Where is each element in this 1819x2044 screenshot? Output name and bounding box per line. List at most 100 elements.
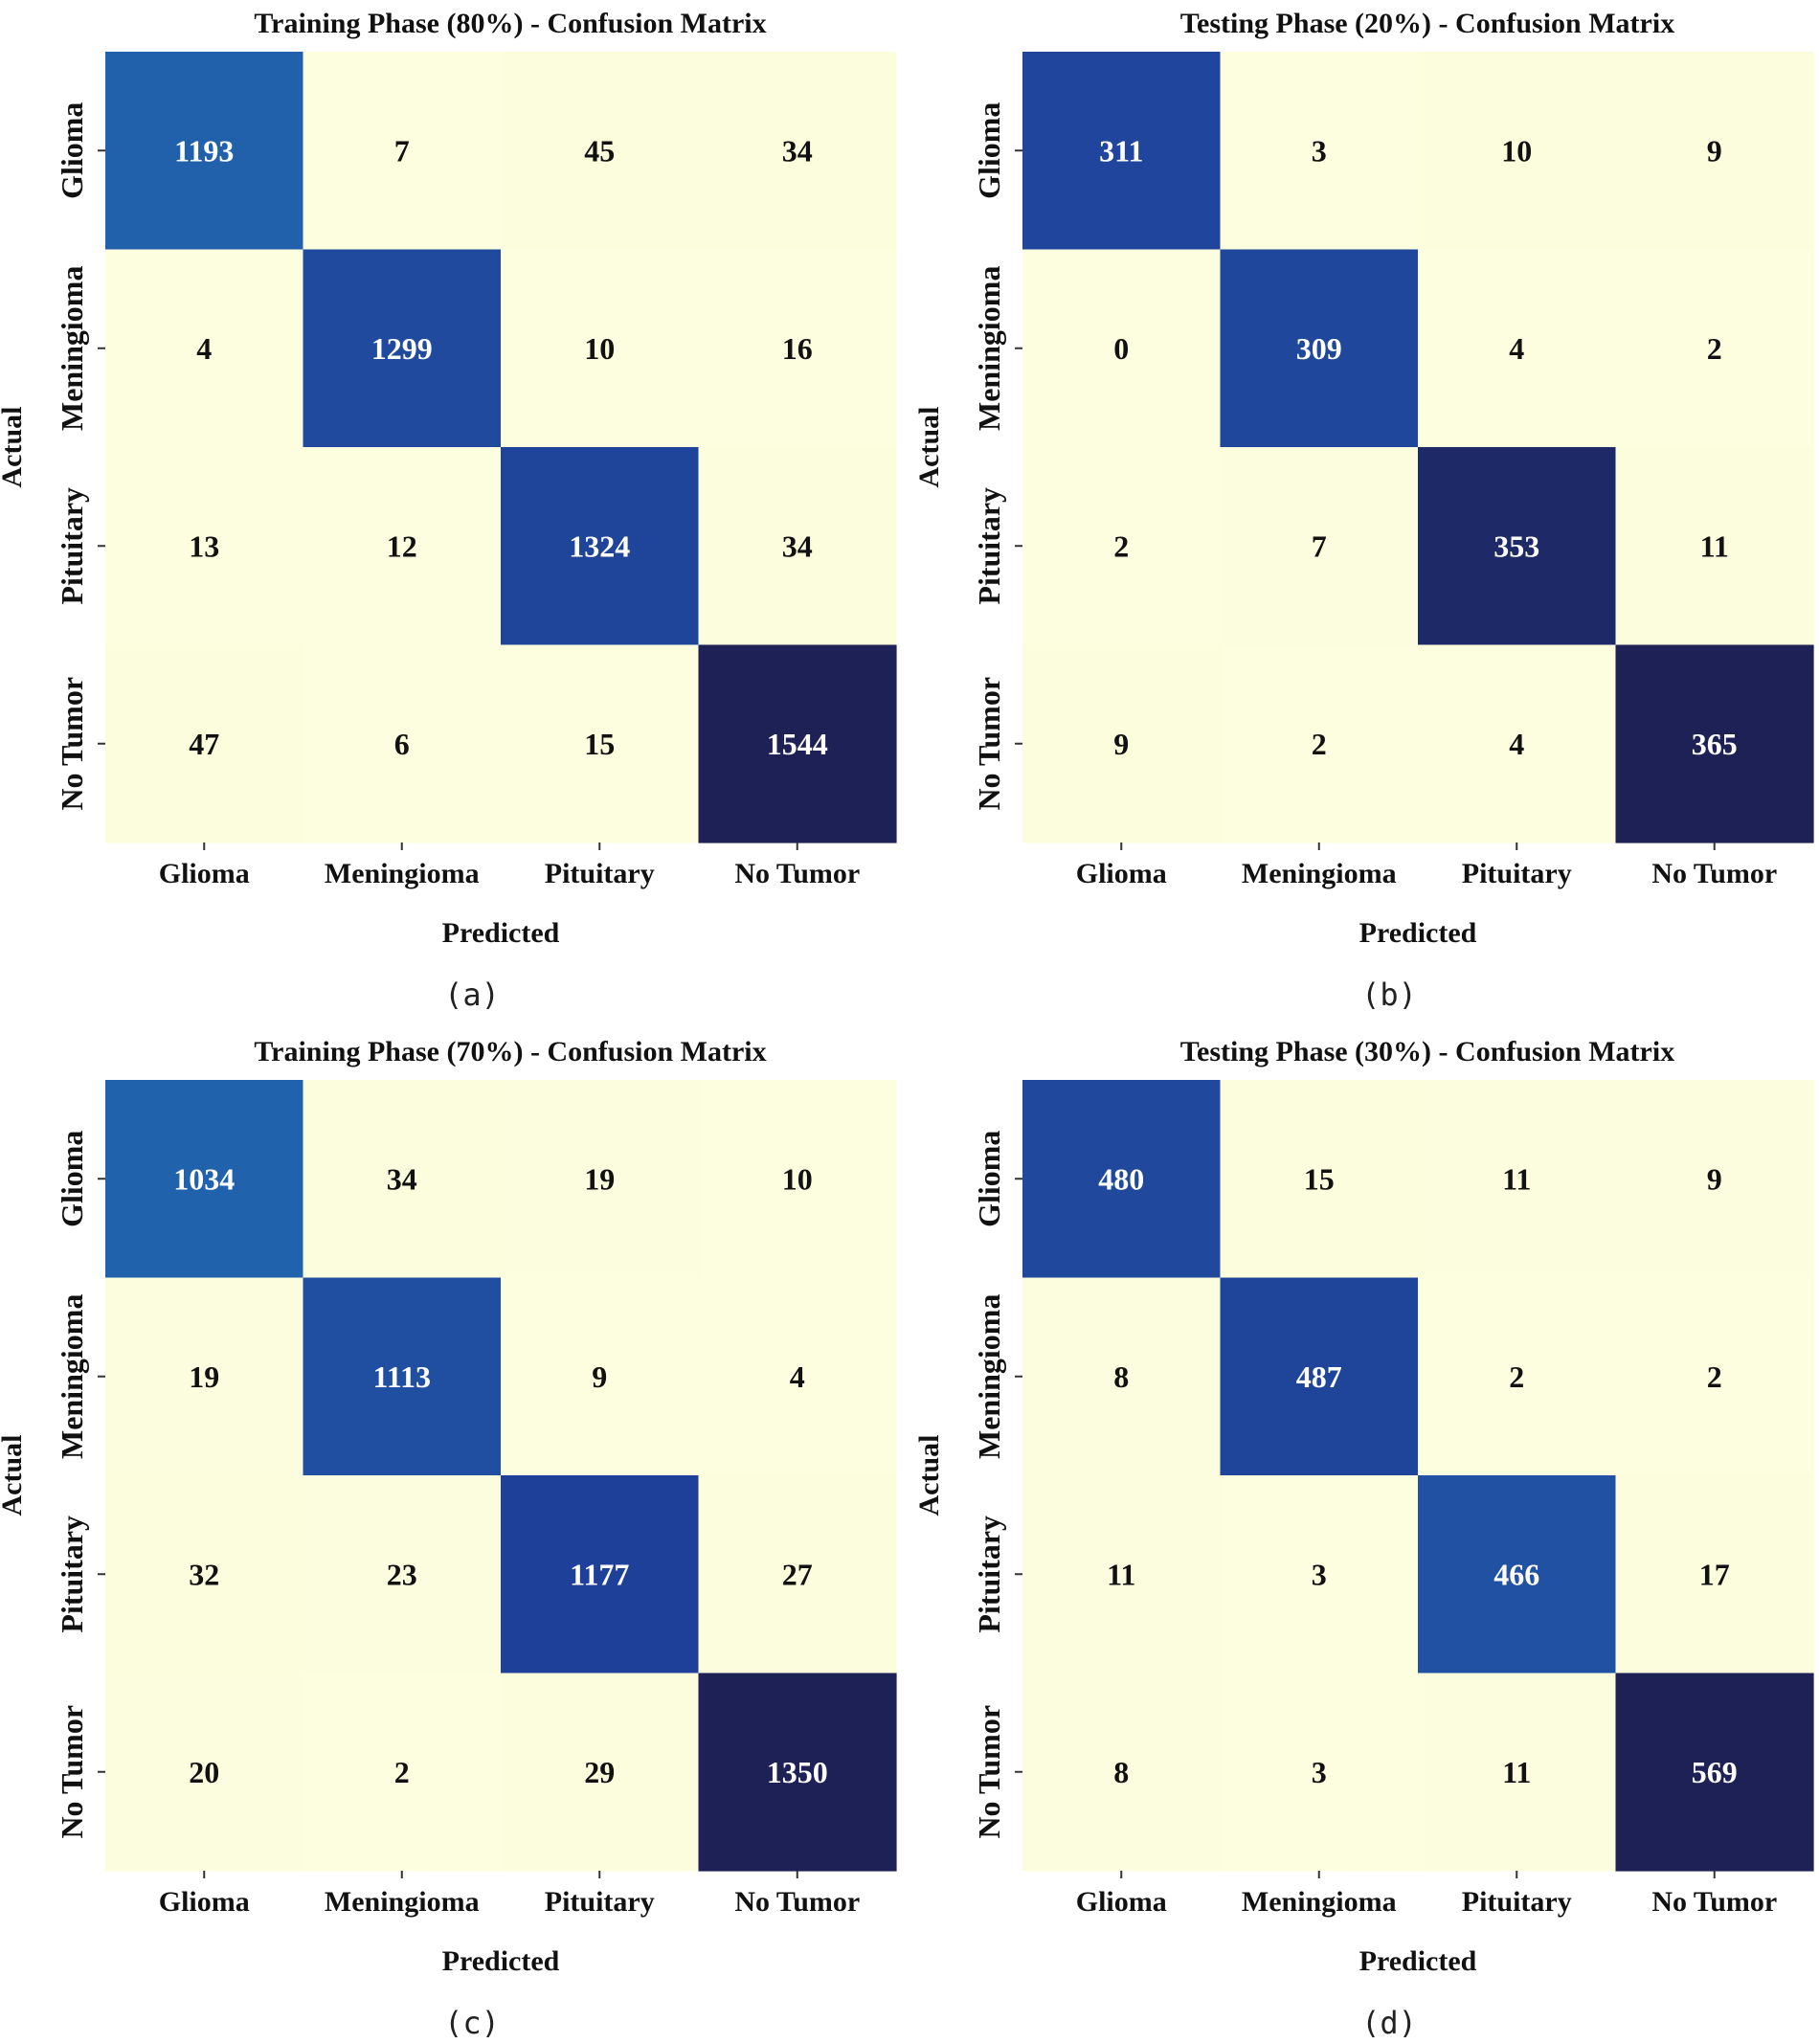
cell-value-label: 3 — [1312, 1557, 1327, 1591]
heatmap-cell-r3-c1 — [1220, 1673, 1419, 1872]
y-tick-label: Meningioma — [972, 1294, 1006, 1459]
cell-value-label: 9 — [592, 1359, 607, 1394]
heatmap-cell-r1-c0 — [1022, 249, 1222, 448]
heatmap-cell-r0-c2 — [501, 52, 700, 251]
y-tick-label: Meningioma — [55, 1294, 89, 1459]
cell-value-label: 8 — [1113, 1755, 1129, 1789]
cell-value-label: 11 — [1502, 1161, 1531, 1196]
heatmap-cell-r1-c1 — [303, 1277, 502, 1476]
heatmap-cell-r0-c3 — [698, 52, 897, 251]
cell-value-label: 7 — [1312, 528, 1327, 563]
y-tick-label: Pituitary — [972, 1516, 1006, 1633]
heatmap-cell-r2-c2 — [501, 1475, 700, 1674]
heatmap-cell-r1-c0 — [105, 249, 304, 448]
chart-title: Testing Phase (30%) - Confusion Matrix — [1180, 1036, 1674, 1067]
cell-value-label: 2 — [1312, 727, 1327, 761]
cell-value-label: 1544 — [767, 727, 828, 761]
heatmap-cell-r0-c1 — [1220, 52, 1419, 251]
heatmap-cell-r0-c1 — [303, 1080, 502, 1279]
y-tick-label: No Tumor — [972, 1705, 1006, 1839]
heatmap-cell-r1-c2 — [501, 1277, 700, 1476]
heatmap-cell-r2-c2 — [1418, 1475, 1617, 1674]
cell-value-label: 9 — [1707, 133, 1722, 168]
heatmap-cell-r2-c3 — [1615, 447, 1814, 646]
y-tick-label: Glioma — [55, 1131, 89, 1227]
x-tick-label: Pituitary — [1462, 858, 1572, 889]
panel-caption: (d) — [1361, 2005, 1417, 2041]
cell-value-label: 9 — [1113, 727, 1129, 761]
x-tick-label: Pituitary — [545, 1886, 655, 1918]
heatmap-cell-r2-c0 — [105, 447, 304, 646]
heatmap-cell-r2-c1 — [303, 447, 502, 646]
heatmap-cell-r2-c1 — [1220, 447, 1419, 646]
heatmap-cell-r1-c3 — [1615, 249, 1814, 448]
heatmap-cell-r0-c1 — [303, 52, 502, 251]
cell-value-label: 480 — [1098, 1161, 1144, 1196]
heatmap-cell-r2-c0 — [1022, 447, 1222, 646]
heatmap-cell-r1-c3 — [698, 1277, 897, 1476]
x-tick-label: Pituitary — [1462, 1886, 1572, 1918]
heatmap-cell-r3-c2 — [501, 644, 700, 843]
y-tick-label: Glioma — [55, 102, 89, 199]
heatmap-cell-r0-c0 — [105, 1080, 304, 1279]
cell-value-label: 569 — [1692, 1755, 1738, 1789]
heatmap-cell-r0-c2 — [1418, 52, 1617, 251]
cell-value-label: 11 — [1107, 1557, 1135, 1591]
heatmap-cell-r3-c0 — [1022, 644, 1222, 843]
heatmap-cell-r3-c1 — [1220, 644, 1419, 843]
heatmap-cell-r3-c2 — [1418, 1673, 1617, 1872]
heatmap-cell-r1-c2 — [501, 249, 700, 448]
x-tick-label: Meningioma — [325, 858, 480, 889]
y-tick-label: No Tumor — [55, 677, 89, 811]
heatmap-cell-r3-c0 — [105, 644, 304, 843]
y-tick-label: Glioma — [972, 102, 1006, 199]
x-axis-label: Predicted — [1359, 917, 1477, 949]
heatmap-cell-r1-c2 — [1418, 1277, 1617, 1476]
heatmap-cell-r3-c2 — [501, 1673, 700, 1872]
cell-value-label: 1324 — [569, 528, 630, 563]
heatmap-cell-r3-c3 — [1615, 644, 1814, 843]
cell-value-label: 353 — [1493, 528, 1539, 563]
cell-value-label: 10 — [782, 1161, 813, 1196]
cell-value-label: 45 — [584, 133, 615, 168]
heatmap-cell-r3-c2 — [1418, 644, 1617, 843]
heatmap-cell-r3-c3 — [698, 644, 897, 843]
confusion-matrix-panel-a: Training Phase (80%) - Confusion Matrix 1… — [0, 8, 897, 1013]
heatmap-cell-r2-c1 — [303, 1475, 502, 1674]
heatmap-cell-r2-c3 — [698, 447, 897, 646]
y-tick-label: Meningioma — [972, 266, 1006, 431]
cell-value-label: 1177 — [570, 1557, 629, 1591]
heatmap-cell-r0-c0 — [1022, 1080, 1222, 1279]
heatmap-cell-r2-c3 — [1615, 1475, 1814, 1674]
heatmap-cell-r2-c0 — [105, 1475, 304, 1674]
x-axis-label: Predicted — [1359, 1945, 1477, 1977]
heatmap-cell-r0-c3 — [1615, 1080, 1814, 1279]
chart-title: Training Phase (70%) - Confusion Matrix — [254, 1036, 766, 1067]
cell-value-label: 3 — [1312, 1755, 1327, 1789]
x-tick-label: Glioma — [159, 1886, 250, 1918]
heatmap-cell-r1-c0 — [105, 1277, 304, 1476]
heatmap-cell-r2-c3 — [698, 1475, 897, 1674]
cell-value-label: 3 — [1312, 133, 1327, 168]
cell-value-label: 12 — [387, 528, 417, 563]
confusion-matrix-panel-d: Testing Phase (30%) - Confusion Matrix 48… — [913, 1036, 1814, 2041]
cell-value-label: 13 — [189, 528, 219, 563]
cell-value-label: 23 — [387, 1557, 417, 1591]
x-axis-label: Predicted — [442, 1945, 560, 1977]
y-tick-label: No Tumor — [972, 677, 1006, 811]
cell-value-label: 10 — [1501, 133, 1532, 168]
x-tick-label: No Tumor — [1651, 858, 1777, 889]
chart-title: Training Phase (80%) - Confusion Matrix — [254, 8, 766, 39]
x-tick-label: No Tumor — [734, 858, 860, 889]
cell-value-label: 17 — [1699, 1557, 1730, 1591]
y-tick-label: Glioma — [972, 1131, 1006, 1227]
cell-value-label: 2 — [1509, 1359, 1524, 1394]
x-tick-label: Pituitary — [545, 858, 655, 889]
cell-value-label: 2 — [1113, 528, 1129, 563]
cell-value-label: 365 — [1692, 727, 1738, 761]
heatmap-cell-r1-c3 — [698, 249, 897, 448]
heatmap-cell-r3-c3 — [698, 1673, 897, 1872]
cell-value-label: 4 — [790, 1359, 805, 1394]
cell-value-label: 466 — [1493, 1557, 1539, 1591]
